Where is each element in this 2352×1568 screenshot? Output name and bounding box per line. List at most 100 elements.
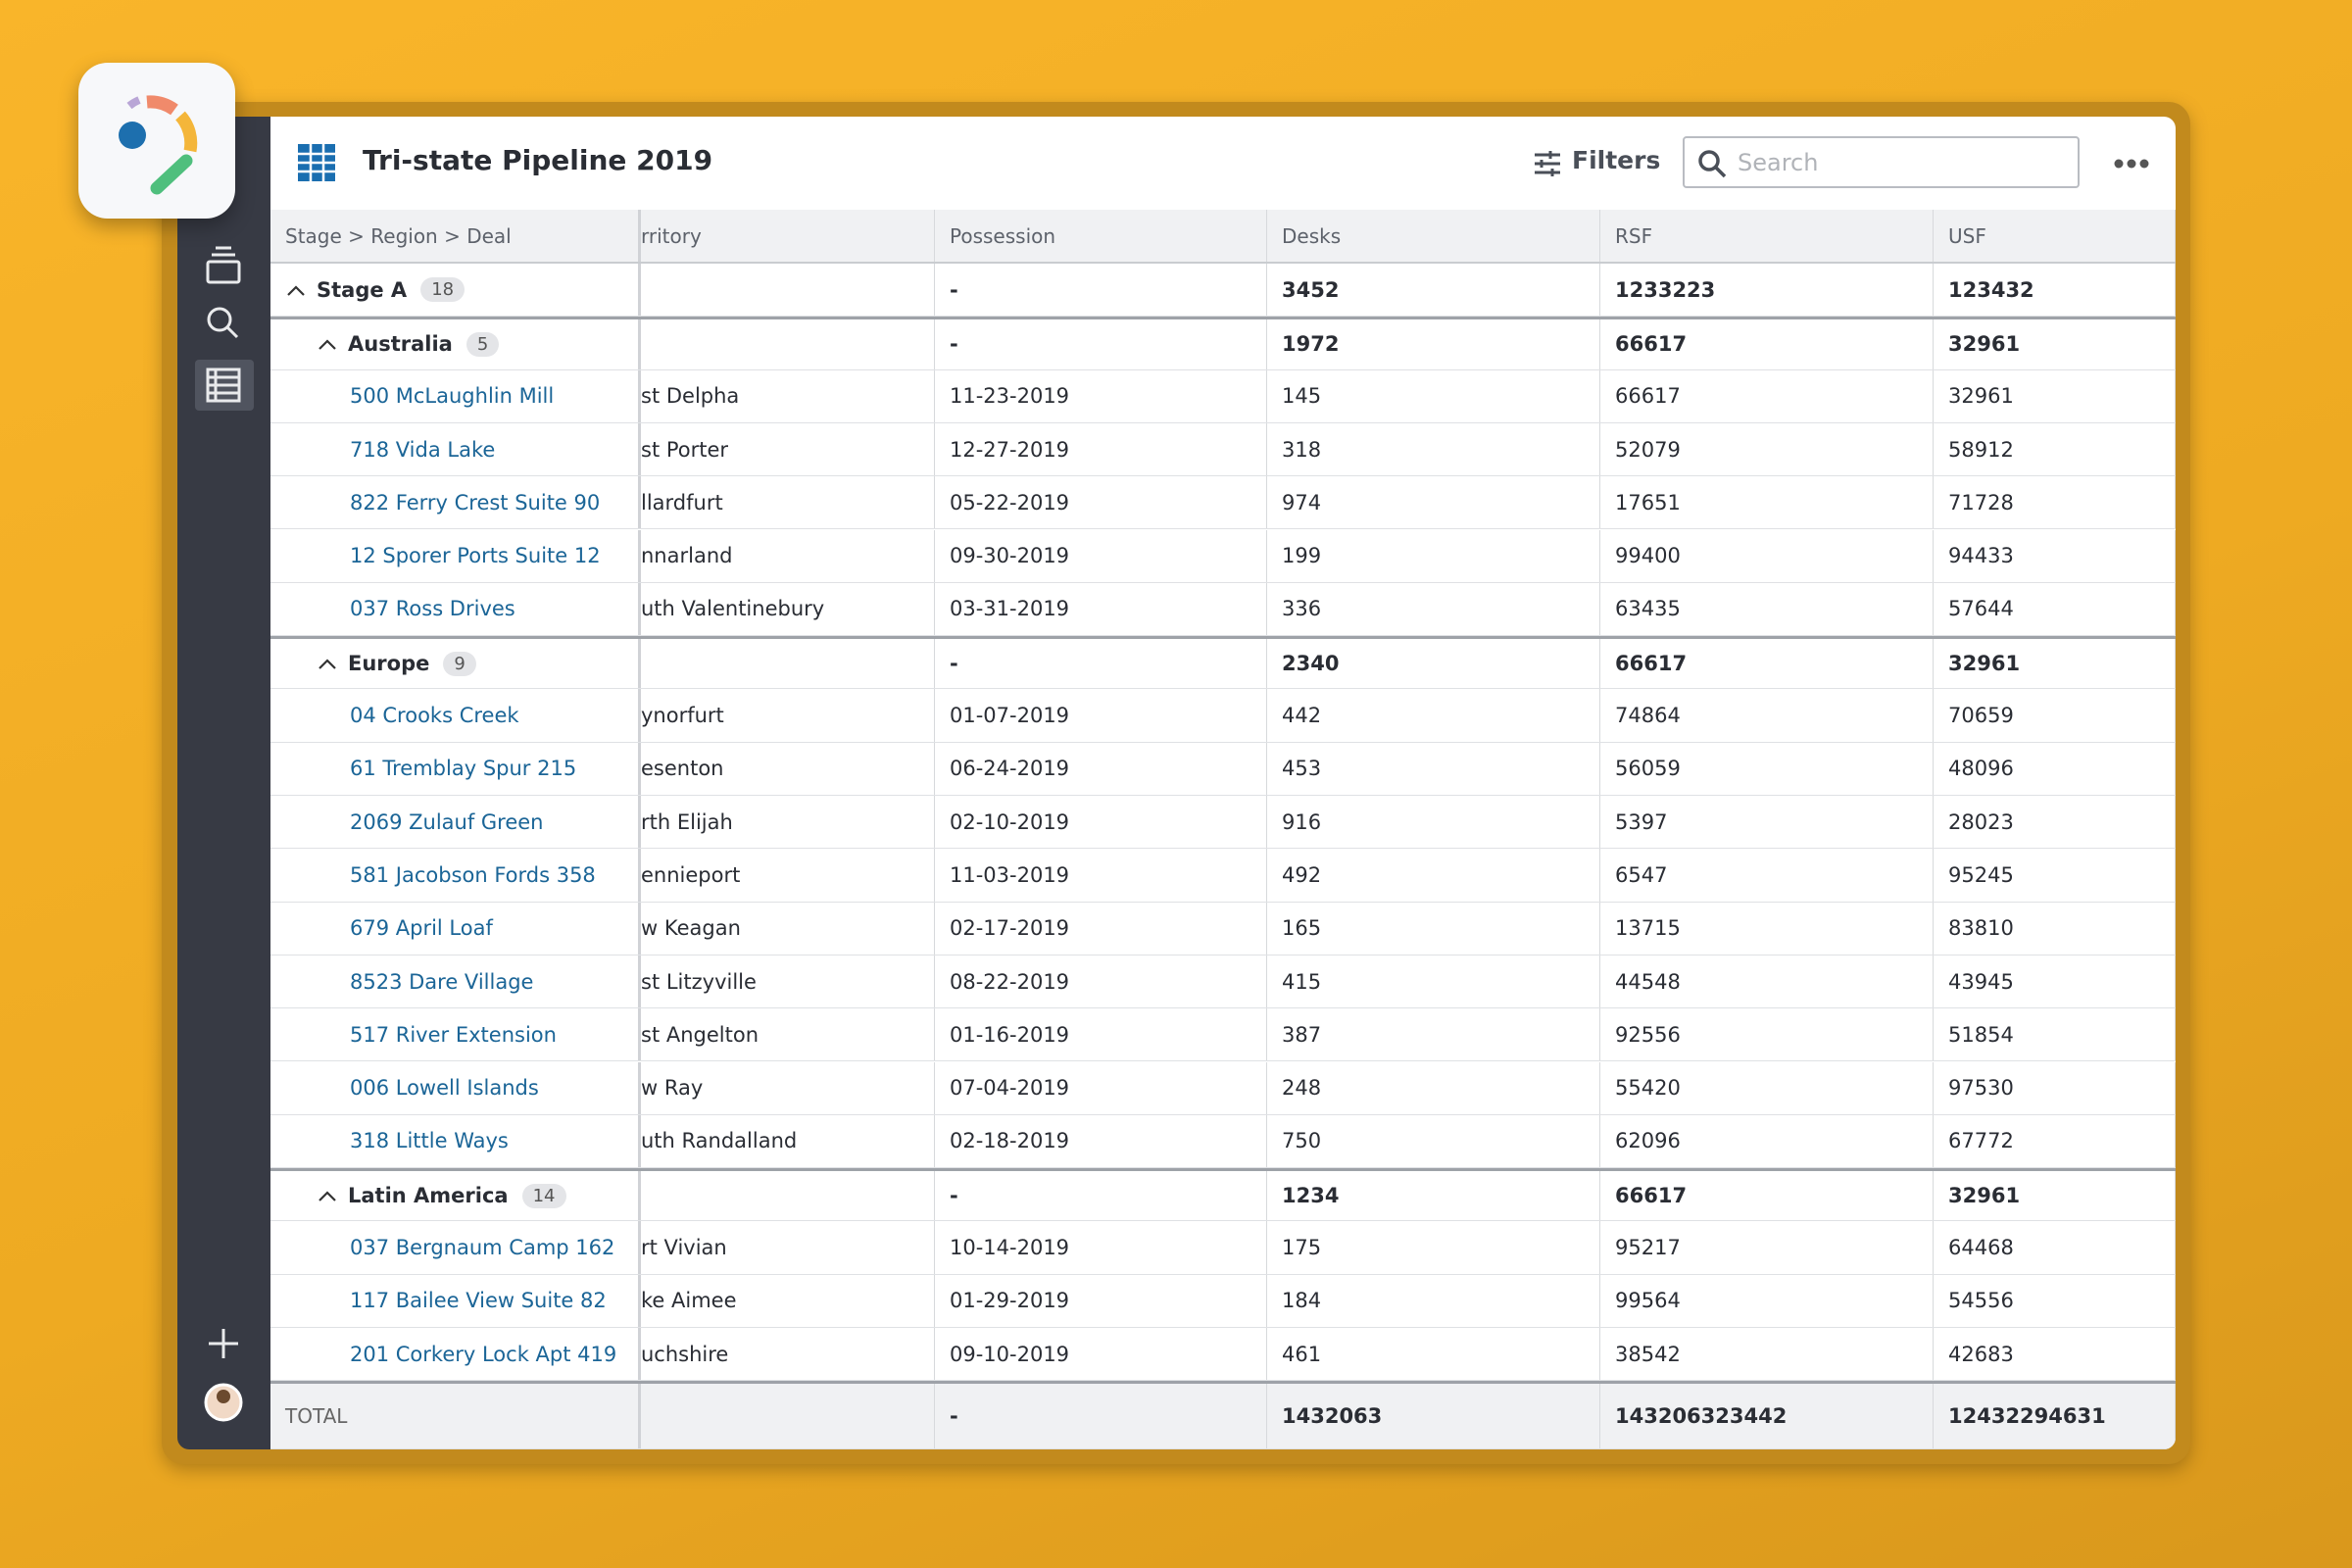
- deal-row: 037 Bergnaum Camp 162 rt Vivian 10-14-2019…: [270, 1221, 2176, 1275]
- column-header: RSF: [1600, 210, 1934, 262]
- deal-row: 718 Vida Lake st Porter 12-27-2019 318 52079…: [270, 422, 2176, 477]
- sidebar: [177, 117, 270, 1449]
- column-header: rritory: [641, 210, 935, 262]
- deal-row: 517 River Extension st Angelton 01-16-2019…: [270, 1008, 2176, 1062]
- deal-cell: 117 Bailee View Suite 82: [270, 1274, 641, 1327]
- territory-cell: nnarland: [641, 529, 935, 582]
- desks-cell: 336: [1267, 582, 1600, 636]
- territory-cell: [641, 639, 935, 689]
- possession-cell: 12-27-2019: [935, 422, 1267, 476]
- deal-cell: 517 River Extension: [270, 1008, 641, 1061]
- group-label-cell: Australia 5: [270, 319, 641, 369]
- filters-icon[interactable]: [1533, 149, 1562, 178]
- deal-link[interactable]: 201 Corkery Lock Apt 419: [350, 1342, 617, 1366]
- desks-cell: 974: [1267, 476, 1600, 529]
- desks-cell: 165: [1267, 902, 1600, 955]
- deal-link[interactable]: 04 Crooks Creek: [350, 704, 519, 728]
- usf-cell: 48096: [1934, 742, 2176, 795]
- territory-cell: uchshire: [641, 1328, 935, 1381]
- possession-cell: 11-23-2019: [935, 369, 1267, 422]
- region-row: Latin America 14 -1234 66617 32961: [270, 1168, 2176, 1222]
- territory-cell: uth Randalland: [641, 1114, 935, 1168]
- possession-cell: 02-17-2019: [935, 902, 1267, 955]
- avatar-hair: [217, 1390, 230, 1403]
- rsf-cell: 62096: [1600, 1114, 1934, 1168]
- deal-row: 318 Little Ways uth Randalland 02-18-2019 7…: [270, 1114, 2176, 1169]
- add-icon[interactable]: [209, 1329, 238, 1358]
- deal-cell: 679 April Loaf: [270, 902, 641, 955]
- layers-icon[interactable]: [206, 246, 241, 284]
- deal-cell: 2069 Zulauf Green: [270, 796, 641, 849]
- desks-cell: 318: [1267, 422, 1600, 476]
- deal-link[interactable]: 581 Jacobson Fords 358: [350, 862, 596, 887]
- usf-cell: 70659: [1934, 689, 2176, 742]
- territory-cell: [641, 1171, 935, 1221]
- deal-link[interactable]: 61 Tremblay Spur 215: [350, 757, 577, 781]
- deal-link[interactable]: 006 Lowell Islands: [350, 1076, 539, 1101]
- deal-link[interactable]: 718 Vida Lake: [350, 437, 496, 462]
- more-menu[interactable]: [2113, 154, 2152, 173]
- desks-cell: 184: [1267, 1274, 1600, 1327]
- deal-link[interactable]: 822 Ferry Crest Suite 90: [350, 490, 601, 514]
- group-label-cell: Stage A 18: [270, 264, 641, 317]
- search-placeholder: Search: [1738, 149, 1819, 176]
- desks-cell: 415: [1267, 955, 1600, 1008]
- deal-cell: 006 Lowell Islands: [270, 1061, 641, 1114]
- deal-link[interactable]: 2069 Zulauf Green: [350, 809, 544, 834]
- group-label: Australia: [348, 332, 453, 357]
- desks-cell: 199: [1267, 529, 1600, 582]
- deal-cell: 500 McLaughlin Mill: [270, 369, 641, 422]
- desks-cell: 2340: [1267, 639, 1600, 689]
- deal-link[interactable]: 500 McLaughlin Mill: [350, 384, 555, 409]
- deal-link[interactable]: 037 Bergnaum Camp 162: [350, 1236, 615, 1260]
- search-icon[interactable]: [207, 307, 239, 339]
- collapse-chevron[interactable]: [285, 283, 307, 297]
- usf-cell: 95245: [1934, 849, 2176, 902]
- column-header: USF: [1934, 210, 2176, 262]
- deal-row: 12 Sporer Ports Suite 12 nnarland 09-30-20…: [270, 529, 2176, 583]
- search-box[interactable]: Search: [1683, 136, 2080, 188]
- desks-cell: 1234: [1267, 1171, 1600, 1221]
- collapse-chevron[interactable]: [317, 657, 338, 670]
- deal-link[interactable]: 679 April Loaf: [350, 916, 493, 941]
- usf-cell: 83810: [1934, 902, 2176, 955]
- rsf-cell: 66617: [1600, 1171, 1934, 1221]
- column-header-row: Stage > Region > Deal rritory Possession De…: [270, 210, 2176, 264]
- total-row: TOTAL -1432063 143206323442 12432294631: [270, 1381, 2176, 1449]
- deal-link[interactable]: 517 River Extension: [350, 1022, 557, 1047]
- table-icon[interactable]: [206, 368, 241, 403]
- deal-link[interactable]: 117 Bailee View Suite 82: [350, 1289, 607, 1313]
- desks-cell: 453: [1267, 742, 1600, 795]
- filters-button[interactable]: Filters: [1572, 146, 1661, 174]
- app-logo[interactable]: [78, 63, 235, 219]
- column-header: Possession: [935, 210, 1267, 262]
- usf-cell: 43945: [1934, 955, 2176, 1008]
- territory-cell: st Porter: [641, 422, 935, 476]
- possession-cell: 06-24-2019: [935, 742, 1267, 795]
- territory-cell: llardfurt: [641, 476, 935, 529]
- deal-row: 2069 Zulauf Green rth Elijah 02-10-2019 916…: [270, 796, 2176, 850]
- usf-cell: 32961: [1934, 639, 2176, 689]
- deal-row: 61 Tremblay Spur 215 esenton 06-24-2019 453…: [270, 742, 2176, 796]
- deal-cell: 037 Ross Drives: [270, 582, 641, 636]
- territory-cell: [641, 319, 935, 369]
- collapse-chevron[interactable]: [317, 1189, 338, 1202]
- usf-cell: 57644: [1934, 582, 2176, 636]
- rsf-cell: 95217: [1600, 1221, 1934, 1274]
- usf-cell: 71728: [1934, 476, 2176, 529]
- rsf-cell: 56059: [1600, 742, 1934, 795]
- desks-cell: 145: [1267, 369, 1600, 422]
- desks-cell: 916: [1267, 796, 1600, 849]
- possession-cell: 08-22-2019: [935, 955, 1267, 1008]
- collapse-chevron[interactable]: [317, 337, 338, 351]
- usf-cell: 64468: [1934, 1221, 2176, 1274]
- column-header: Desks: [1267, 210, 1600, 262]
- rsf-cell: 143206323442: [1600, 1384, 1934, 1448]
- deal-link[interactable]: 12 Sporer Ports Suite 12: [350, 544, 601, 568]
- deal-link[interactable]: 8523 Dare Village: [350, 969, 534, 994]
- page-title: Tri-state Pipeline 2019: [363, 144, 713, 176]
- stage-row: Stage A 18 -3452 1233223 123432: [270, 264, 2176, 318]
- deal-link[interactable]: 037 Ross Drives: [350, 597, 515, 621]
- usf-cell: 12432294631: [1934, 1384, 2176, 1448]
- deal-link[interactable]: 318 Little Ways: [350, 1129, 509, 1153]
